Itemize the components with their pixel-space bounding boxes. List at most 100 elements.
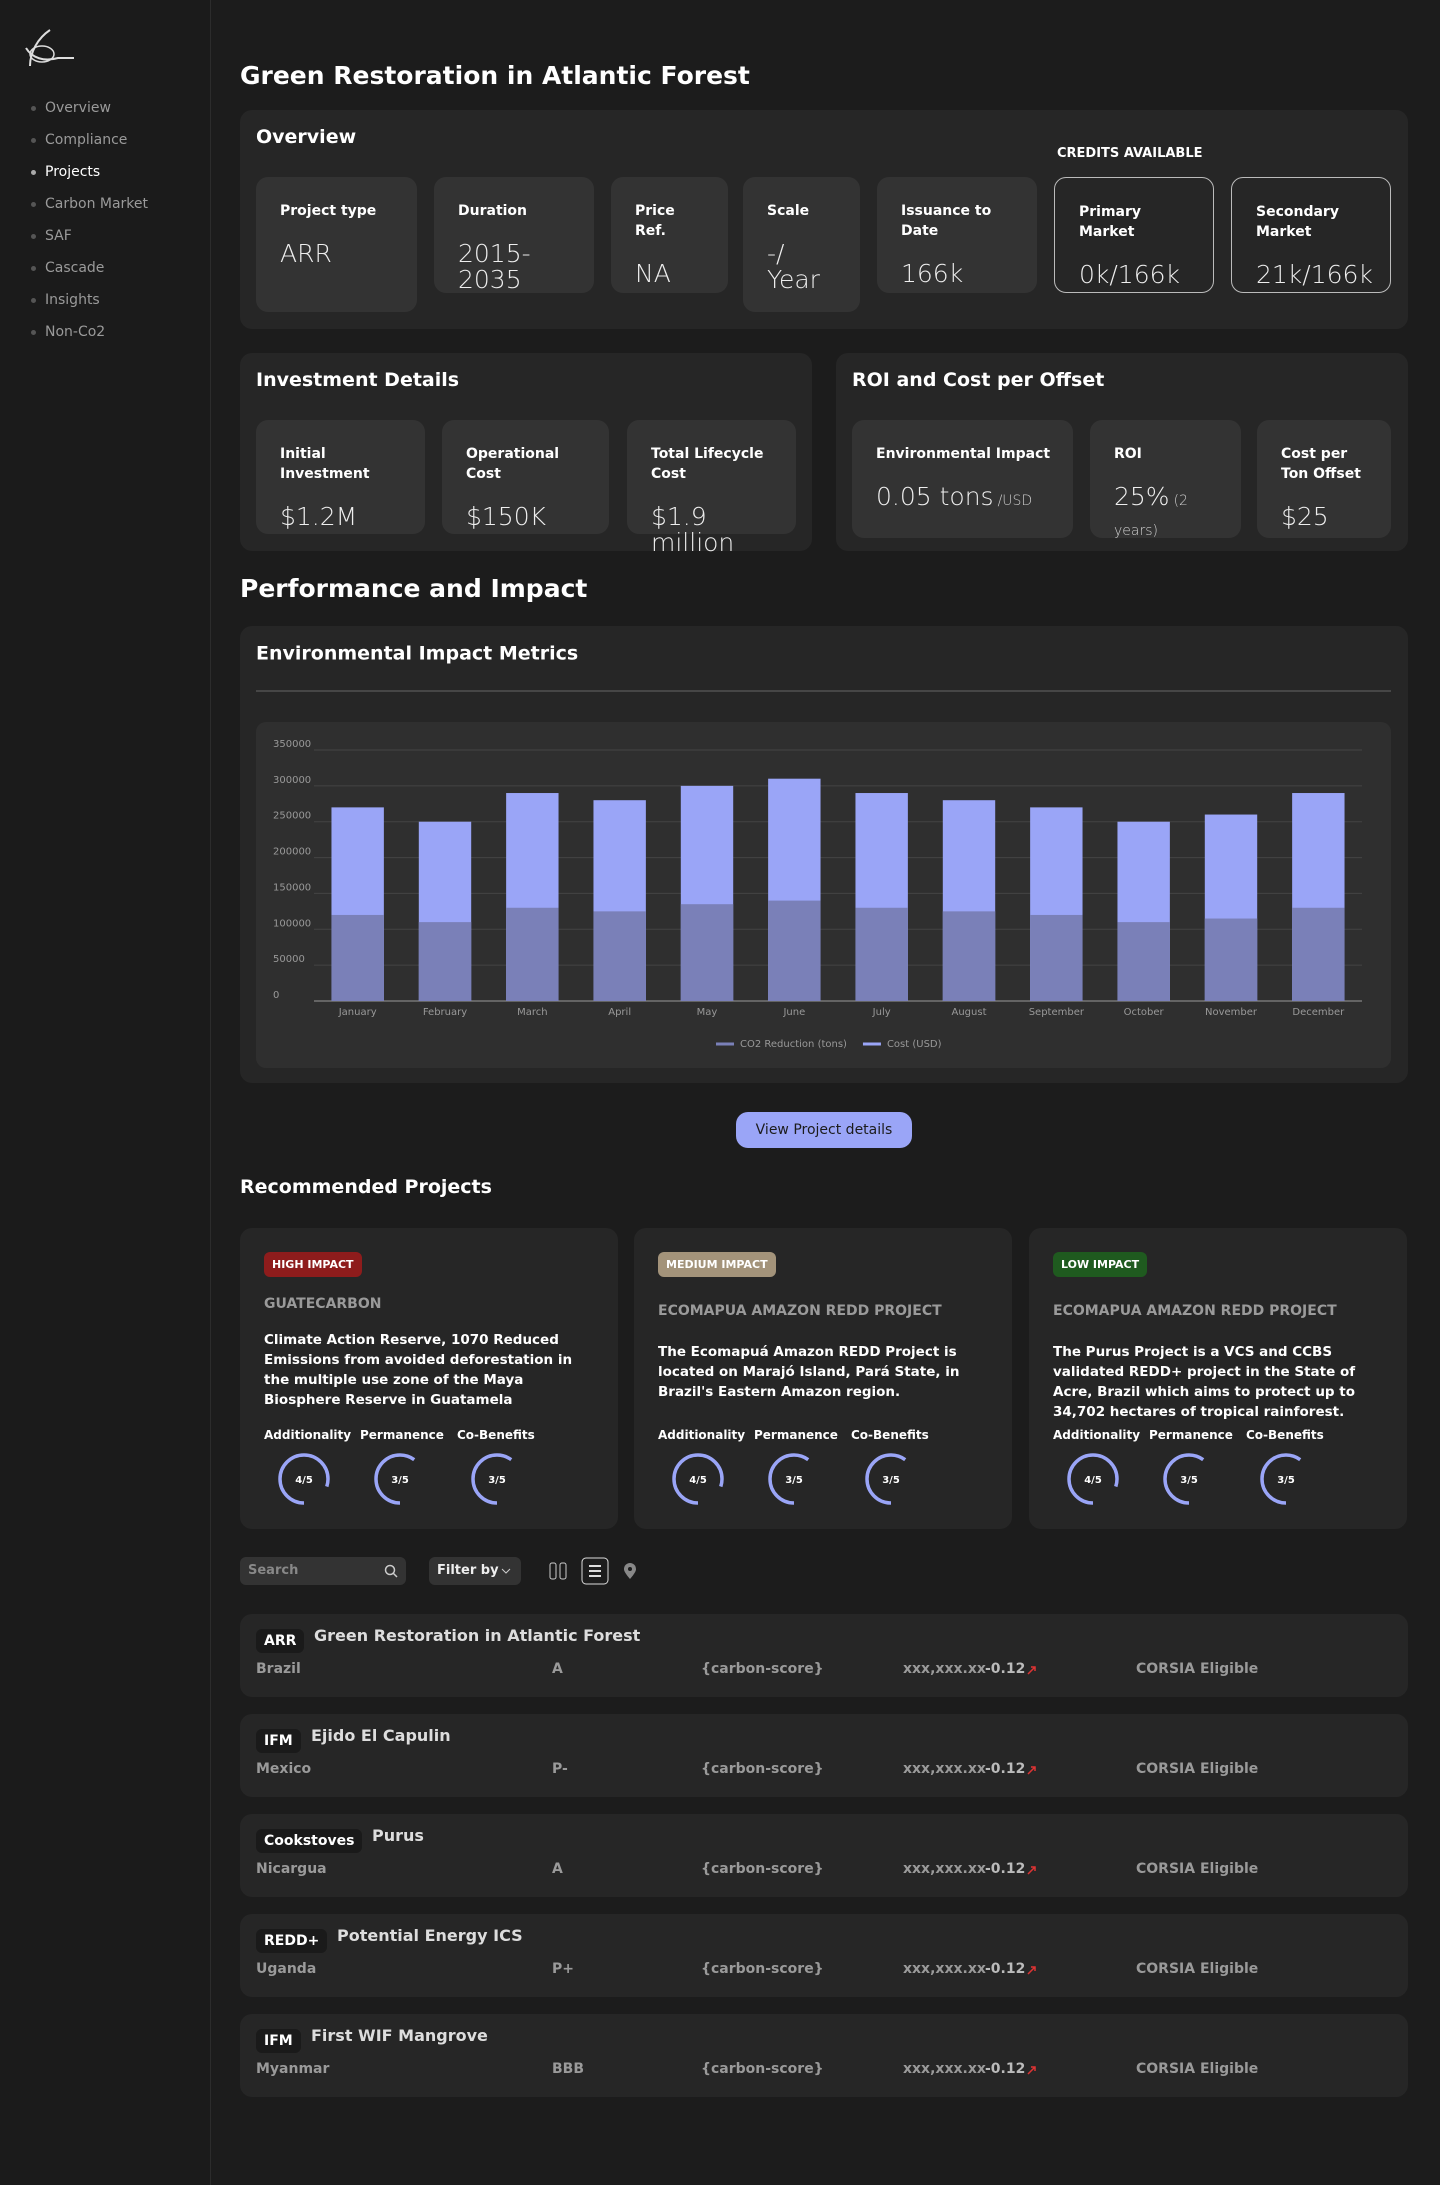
stat-label: Initial Investment xyxy=(280,446,370,482)
project-description: Climate Action Reserve, 1070 Reduced Emi… xyxy=(264,1332,573,1408)
metric-label: Co-Benefits xyxy=(457,1428,535,1442)
trend-arrow xyxy=(1027,1966,1036,1975)
panel-title: Investment Details xyxy=(256,369,460,391)
project-row[interactable]: IFM First WIF Mangrove Myanmar BBB {carbon-s… xyxy=(240,2014,1408,2097)
x-tick-label: November xyxy=(1205,1007,1258,1018)
score-label: 3/5 xyxy=(1180,1475,1198,1486)
chart-title: Environmental Impact Metrics xyxy=(256,643,578,665)
nav-item[interactable]: Compliance xyxy=(31,132,127,148)
map-view-icon[interactable] xyxy=(620,1561,640,1581)
type-badge: IFM xyxy=(256,1729,301,1753)
stat-value-text: $1.2M xyxy=(280,502,358,531)
row-status: CORSIA Eligible xyxy=(1136,1861,1259,1877)
type-badge: REDD+ xyxy=(256,1929,328,1953)
x-tick-label: February xyxy=(423,1007,467,1018)
filter-button[interactable]: Filter by xyxy=(429,1557,521,1585)
y-tick-label: 150000 xyxy=(273,882,311,893)
grid-view-icon[interactable] xyxy=(548,1561,568,1581)
x-tick-label: December xyxy=(1292,1007,1345,1018)
bar xyxy=(1204,918,1258,1001)
row-score: {carbon-score} xyxy=(701,1961,824,1977)
stat-value: $1.9 million xyxy=(651,504,774,556)
stat-value-text: NA xyxy=(635,259,671,288)
bar xyxy=(1292,907,1345,1001)
x-tick-label: April xyxy=(608,1007,631,1018)
metric-label: Additionality xyxy=(658,1428,746,1442)
project-name: First WIF Mangrove xyxy=(311,2026,488,2045)
bar xyxy=(1117,922,1170,1001)
nav-item[interactable]: Carbon Market xyxy=(31,196,148,212)
score-arc xyxy=(865,1453,917,1505)
project-row[interactable]: Cookstoves Purus Nicargua A {carbon-score} xx… xyxy=(240,1814,1408,1897)
metric-label: Permanence xyxy=(360,1428,444,1442)
score-arc xyxy=(672,1453,724,1505)
list-view-icon[interactable] xyxy=(581,1557,609,1585)
project-card[interactable]: HIGH IMPACT GUATECARBON Climate Action Res… xyxy=(240,1228,618,1529)
score-arc xyxy=(768,1453,820,1505)
row-rating: A xyxy=(552,1661,563,1677)
type-badge: ARR xyxy=(256,1629,305,1653)
score-label: 3/5 xyxy=(882,1475,900,1486)
y-tick-label: 200000 xyxy=(273,847,311,858)
search-icon xyxy=(384,1564,398,1578)
legend-label: Cost (USD) xyxy=(887,1039,942,1050)
type-badge: Cookstoves xyxy=(256,1829,363,1853)
stat-card: Environmental Impact 0.05 tons/USD xyxy=(852,420,1073,538)
logo[interactable] xyxy=(20,28,78,72)
investment-panel: Investment Details Initial Investment $1.… xyxy=(240,353,812,556)
project-card[interactable]: LOW IMPACT ECOMAPUA AMAZON REDD PROJECT Th… xyxy=(1029,1228,1407,1529)
metric-label: Additionality xyxy=(1053,1428,1141,1442)
score-arc xyxy=(1260,1453,1312,1505)
stat-suffix: /USD xyxy=(997,493,1033,509)
search-box[interactable]: Search xyxy=(240,1557,406,1585)
stat-value-text: $1.9 million xyxy=(651,502,735,557)
stat-card: Issuance to Date 166k xyxy=(877,177,1037,293)
row-score: {carbon-score} xyxy=(701,1661,824,1677)
row-rating: BBB xyxy=(552,2061,585,2077)
stat-card: Initial Investment $1.2M xyxy=(256,420,425,534)
x-tick-label: May xyxy=(697,1007,718,1018)
row-score: {carbon-score} xyxy=(701,2061,824,2077)
stat-value: -/ Year xyxy=(767,241,838,293)
stat-label: Scale xyxy=(767,203,810,219)
nav-item[interactable]: Insights xyxy=(31,292,100,308)
stat-value: 2015-2035 xyxy=(458,241,572,293)
project-card[interactable]: MEDIUM IMPACT ECOMAPUA AMAZON REDD PROJEC… xyxy=(634,1228,1012,1529)
nav-item[interactable]: Overview xyxy=(31,100,111,116)
stat-value-text: $150K xyxy=(466,502,547,531)
panel-title: ROI and Cost per Offset xyxy=(852,369,1105,391)
score-ring: 3/5 xyxy=(865,1453,917,1505)
bar xyxy=(506,907,559,1001)
row-change: -0.12 xyxy=(985,1661,1026,1677)
stat-value: 25% (2 years) xyxy=(1114,484,1219,544)
project-row[interactable]: REDD+ Potential Energy ICS Uganda P+ {carbon… xyxy=(240,1914,1408,1997)
view-details-button[interactable]: View Project details xyxy=(736,1112,912,1148)
nav-item[interactable]: SAF xyxy=(31,228,72,244)
stat-value-text: 2015-2035 xyxy=(458,239,531,294)
sidebar: Overview Compliance Projects Carbon Market S… xyxy=(0,0,211,2185)
x-tick-label: January xyxy=(338,1007,377,1018)
stat-label: Secondary Market xyxy=(1256,204,1339,240)
stat-value-text: 25% xyxy=(1114,482,1170,511)
row-change: -0.12 xyxy=(985,2061,1026,2077)
stat-label: Issuance to Date xyxy=(901,203,992,239)
row-score: {carbon-score} xyxy=(701,1761,824,1777)
chart-panel: Environmental Impact Metrics 0 50000 10000… xyxy=(240,626,1408,1083)
stat-card: Cost per Ton Offset $25 xyxy=(1257,420,1391,538)
nav-item[interactable]: Projects xyxy=(31,164,100,180)
trend-arrow xyxy=(1027,1866,1036,1875)
x-tick-label: September xyxy=(1029,1007,1085,1018)
score-arc xyxy=(278,1453,330,1505)
project-row[interactable]: IFM Ejido El Capulin Mexico P- {carbon-score… xyxy=(240,1714,1408,1797)
project-name: Ejido El Capulin xyxy=(311,1726,451,1745)
project-org: ECOMAPUA AMAZON REDD PROJECT xyxy=(1053,1303,1337,1319)
project-org: ECOMAPUA AMAZON REDD PROJECT xyxy=(658,1303,942,1319)
score-label: 3/5 xyxy=(391,1475,409,1486)
nav-item[interactable]: Non-Co2 xyxy=(31,324,105,340)
stat-label: ROI xyxy=(1114,446,1142,462)
nav-item[interactable]: Cascade xyxy=(31,260,104,276)
row-price: xxx,xxx.xx xyxy=(903,1861,986,1877)
project-row[interactable]: ARR Green Restoration in Atlantic Forest B… xyxy=(240,1614,1408,1697)
type-badge: IFM xyxy=(256,2029,301,2053)
stat-value: NA xyxy=(635,261,706,287)
